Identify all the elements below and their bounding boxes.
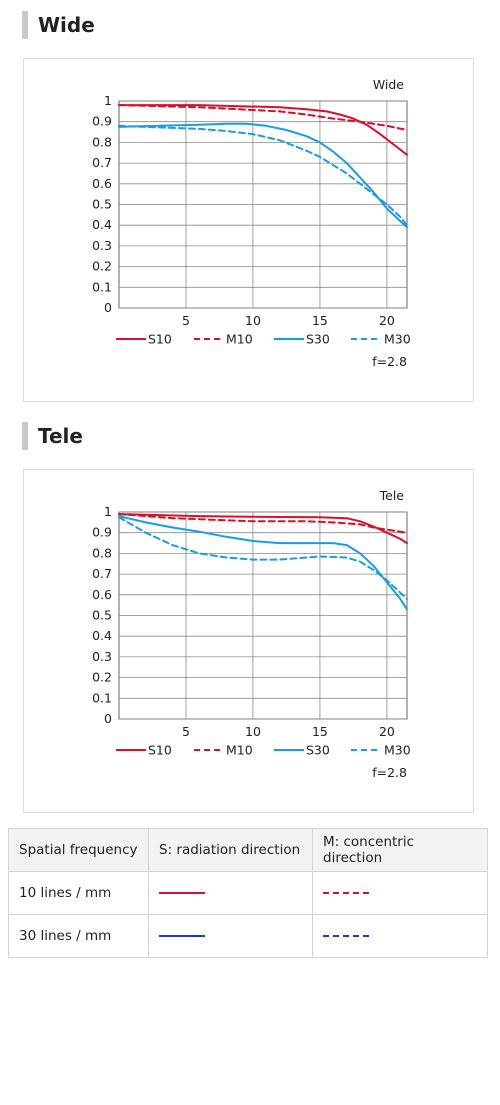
x-tick-label: 5: [182, 313, 190, 328]
chart-title: Wide: [373, 77, 404, 92]
y-tick-label: 0.2: [92, 259, 112, 274]
x-tick-label: 20: [379, 724, 395, 739]
x-tick-label: 10: [245, 724, 261, 739]
series-line-m30: [118, 516, 408, 600]
tele-section-title: Tele: [38, 424, 83, 448]
tele-section-heading: Tele: [22, 421, 83, 451]
series-line-m10: [118, 104, 408, 131]
y-tick-label: 0.1: [92, 690, 112, 705]
y-tick-label: 0.8: [92, 134, 112, 149]
aperture-annotation: f=2.8: [372, 354, 407, 369]
dashed-red-line-sample: [323, 892, 369, 894]
row-label-30-lines: 30 lines / mm: [8, 914, 149, 958]
series-line-s30: [118, 515, 408, 611]
series-line-s30: [118, 122, 408, 229]
x-tick-label: 5: [182, 724, 190, 739]
sample-m10-cell: [312, 871, 488, 915]
legend-label-m30: M30: [384, 332, 411, 347]
sample-s30-cell: [148, 914, 313, 958]
legend-label-s30: S30: [306, 743, 330, 758]
y-tick-label: 0: [104, 300, 112, 315]
series-line-s10: [118, 104, 408, 156]
legend-label-m10: M10: [226, 743, 253, 758]
y-tick-label: 0.9: [92, 114, 112, 129]
series-line-m10: [118, 513, 408, 534]
y-tick-label: 0.5: [92, 608, 112, 623]
tele-chart-container: 0 0.1 0.2 0.3 0.4 0.5 0.6 0.7 0.8 0.9 1 5 10 15 20 Tele…: [23, 469, 474, 813]
x-tick-label: 15: [312, 724, 328, 739]
dashed-blue-line-sample: [323, 935, 369, 937]
y-tick-label: 0.3: [92, 649, 112, 664]
x-tick-label: 20: [379, 313, 395, 328]
y-tick-label: 0.7: [92, 155, 112, 170]
y-tick-label: 0.4: [92, 217, 112, 232]
line-legend-table: Spatial frequency S: radiation direction…: [8, 828, 488, 958]
y-tick-label: 0.3: [92, 238, 112, 253]
table-row: 30 lines / mm: [8, 914, 488, 958]
tele-mtf-chart: 00.10.20.30.40.50.60.70.80.915 10 15 20Tele…: [92, 488, 411, 780]
chart-title: Tele: [379, 488, 405, 503]
y-tick-label: 1: [104, 93, 112, 108]
wide-mtf-chart: 00.10.20.30.40.50.60.70.80.915 10 15 20Wide…: [92, 77, 411, 369]
y-tick-label: 0.6: [92, 176, 112, 191]
heading-accent-bar: [22, 422, 28, 450]
y-tick-label: 0.2: [92, 670, 112, 685]
sample-m30-cell: [312, 914, 488, 958]
legend-label-m10: M10: [226, 332, 253, 347]
y-tick-label: 1: [104, 504, 112, 519]
series-line-m30: [118, 124, 408, 227]
wide-section-heading: Wide: [22, 10, 95, 40]
legend-label-s10: S10: [148, 743, 172, 758]
y-tick-label: 0.9: [92, 525, 112, 540]
y-tick-label: 0.1: [92, 279, 112, 294]
legend-label-m30: M30: [384, 743, 411, 758]
header-radiation-direction: S: radiation direction: [148, 828, 313, 872]
y-tick-label: 0: [104, 711, 112, 726]
y-tick-label: 0.5: [92, 197, 112, 212]
x-tick-label: 15: [312, 313, 328, 328]
y-tick-label: 0.6: [92, 587, 112, 602]
table-row: 10 lines / mm: [8, 871, 488, 915]
series-line-s10: [118, 513, 408, 545]
header-concentric-direction: M: concentric direction: [312, 828, 488, 872]
table-header-row: Spatial frequency S: radiation direction…: [8, 828, 488, 872]
row-label-10-lines: 10 lines / mm: [8, 871, 149, 915]
legend-label-s10: S10: [148, 332, 172, 347]
solid-blue-line-sample: [159, 935, 205, 937]
y-tick-label: 0.8: [92, 545, 112, 560]
y-tick-label: 0.4: [92, 628, 112, 643]
x-tick-label: 10: [245, 313, 261, 328]
aperture-annotation: f=2.8: [372, 765, 407, 780]
header-spatial-frequency: Spatial frequency: [8, 828, 149, 872]
sample-s10-cell: [148, 871, 313, 915]
wide-section-title: Wide: [38, 13, 95, 37]
legend-label-s30: S30: [306, 332, 330, 347]
y-tick-label: 0.7: [92, 566, 112, 581]
heading-accent-bar: [22, 11, 28, 39]
wide-chart-container: 0 0.1 0.2 0.3 0.4 0.5 0.6 0.7 0.8 0.9 1 5 10 15 20 Wide…: [23, 58, 474, 402]
solid-red-line-sample: [159, 892, 205, 894]
